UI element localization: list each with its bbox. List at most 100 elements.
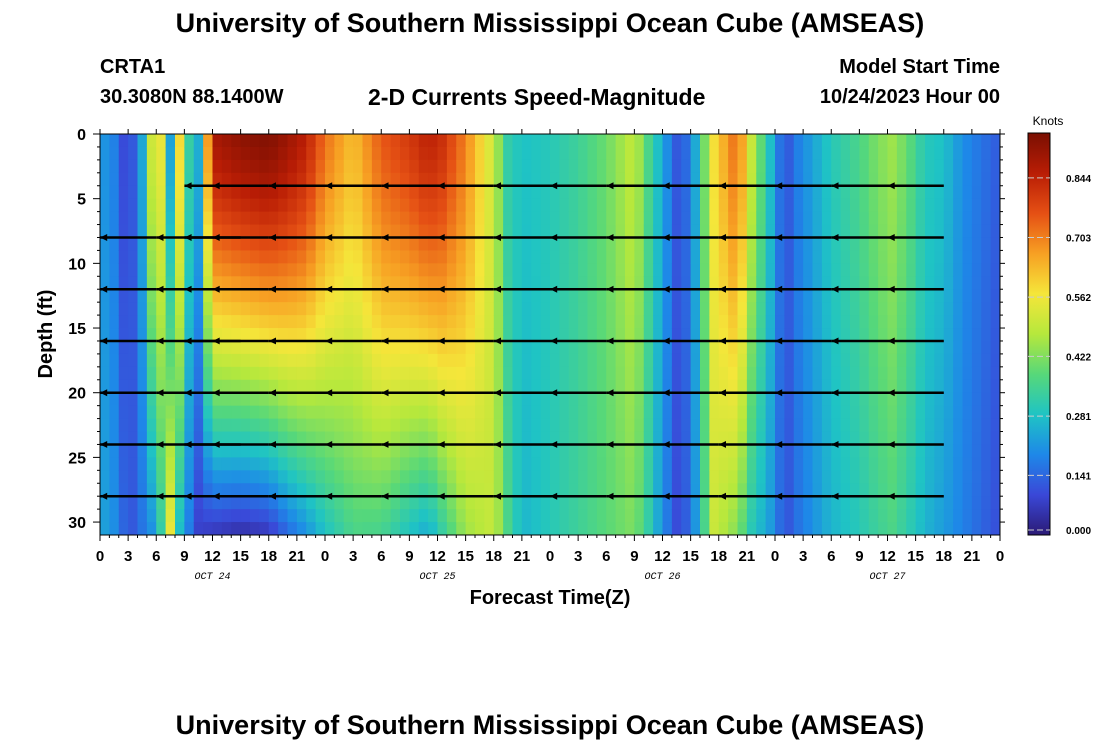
heatmap-cell	[109, 379, 120, 394]
heatmap-cell	[681, 263, 692, 277]
heatmap-cell	[681, 237, 692, 252]
heatmap-cell	[531, 237, 542, 252]
heatmap-cell	[821, 185, 832, 200]
heatmap-cell	[990, 172, 1000, 187]
heatmap-cell	[990, 289, 1000, 303]
heatmap-cell	[934, 211, 945, 226]
heatmap-cell	[709, 496, 720, 510]
heatmap-cell	[578, 146, 589, 161]
heatmap-cell	[671, 392, 682, 407]
heatmap-cell	[653, 185, 664, 200]
heatmap-cell	[925, 444, 935, 458]
heatmap-cell	[343, 224, 354, 239]
heatmap-cell	[775, 522, 785, 535]
heatmap-cell	[118, 457, 129, 471]
heatmap-cell	[746, 211, 757, 226]
heatmap-cell	[240, 366, 251, 381]
heatmap-cell	[587, 470, 598, 484]
heatmap-cell	[962, 444, 973, 458]
heatmap-cell	[409, 340, 420, 355]
heatmap-cell	[831, 405, 842, 420]
heatmap-cell	[971, 289, 982, 303]
heatmap-cell	[700, 146, 710, 161]
heatmap-cell	[925, 159, 935, 174]
heatmap-cell	[784, 146, 795, 161]
heatmap-cell	[606, 496, 617, 510]
heatmap-cell	[615, 431, 626, 446]
heatmap-cell	[146, 431, 157, 446]
heatmap-cell	[437, 522, 448, 535]
heatmap-cell	[756, 289, 767, 303]
heatmap-cell	[578, 379, 589, 394]
heatmap-cell	[409, 315, 420, 329]
heatmap-cell	[812, 405, 823, 420]
heatmap-cell	[653, 289, 664, 303]
heatmap-cell	[259, 185, 270, 200]
heatmap-cell	[709, 224, 720, 239]
heatmap-cell	[943, 483, 954, 497]
heatmap-cell	[756, 159, 767, 174]
heatmap-cell	[193, 366, 204, 381]
heatmap-cell	[578, 315, 589, 329]
heatmap-cell	[559, 392, 570, 407]
heatmap-cell	[943, 457, 954, 471]
heatmap-cell	[156, 509, 167, 523]
heatmap-cell	[850, 250, 860, 264]
heatmap-cell	[240, 224, 251, 239]
heatmap-cell	[390, 431, 401, 446]
heatmap-cell	[100, 379, 110, 394]
heatmap-cell	[250, 315, 260, 329]
heatmap-cell	[784, 522, 795, 535]
heatmap-cell	[896, 134, 907, 148]
heatmap-cell	[250, 328, 260, 342]
heatmap-cell	[193, 250, 204, 264]
heatmap-cell	[250, 444, 260, 458]
heatmap-cell	[737, 211, 748, 226]
heatmap-cell	[634, 470, 645, 484]
heatmap-cell	[390, 224, 401, 239]
heatmap-cell	[278, 379, 289, 394]
heatmap-cell	[296, 185, 307, 200]
heatmap-cell	[465, 134, 476, 148]
heatmap-cell	[540, 263, 551, 277]
heatmap-cell	[887, 224, 898, 239]
heatmap-cell	[746, 289, 757, 303]
heatmap-cell	[643, 185, 654, 200]
heatmap-cell	[512, 159, 523, 174]
heatmap-cell	[812, 457, 823, 471]
heatmap-cell	[390, 172, 401, 187]
heatmap-cell	[831, 134, 842, 148]
heatmap-cell	[334, 496, 345, 510]
heatmap-cell	[981, 250, 992, 264]
heatmap-cell	[671, 328, 682, 342]
heatmap-cell	[100, 211, 110, 226]
heatmap-cell	[128, 146, 139, 161]
heatmap-cell	[250, 431, 260, 446]
heatmap-cell	[878, 509, 889, 523]
heatmap-cell	[953, 237, 964, 252]
heatmap-cell	[175, 522, 185, 535]
heatmap-cell	[803, 340, 814, 355]
heatmap-cell	[540, 392, 551, 407]
heatmap-cell	[100, 159, 110, 174]
heatmap-cell	[306, 379, 317, 394]
heatmap-cell	[156, 431, 167, 446]
heatmap-cell	[343, 250, 354, 264]
heatmap-cell	[165, 457, 176, 471]
heatmap-cell	[484, 366, 495, 381]
heatmap-cell	[690, 302, 701, 316]
heatmap-cell	[821, 340, 832, 355]
heatmap-cell	[353, 405, 364, 420]
heatmap-cell	[550, 146, 560, 161]
heatmap-cell	[521, 263, 532, 277]
heatmap-cell	[690, 470, 701, 484]
heatmap-cell	[315, 146, 326, 161]
heatmap-cell	[587, 250, 598, 264]
heatmap-cell	[493, 263, 504, 277]
heatmap-cell	[137, 496, 148, 510]
heatmap-cell	[887, 289, 898, 303]
heatmap-cell	[137, 366, 148, 381]
heatmap-cell	[587, 302, 598, 316]
heatmap-cell	[381, 237, 392, 252]
heatmap-cell	[437, 353, 448, 368]
